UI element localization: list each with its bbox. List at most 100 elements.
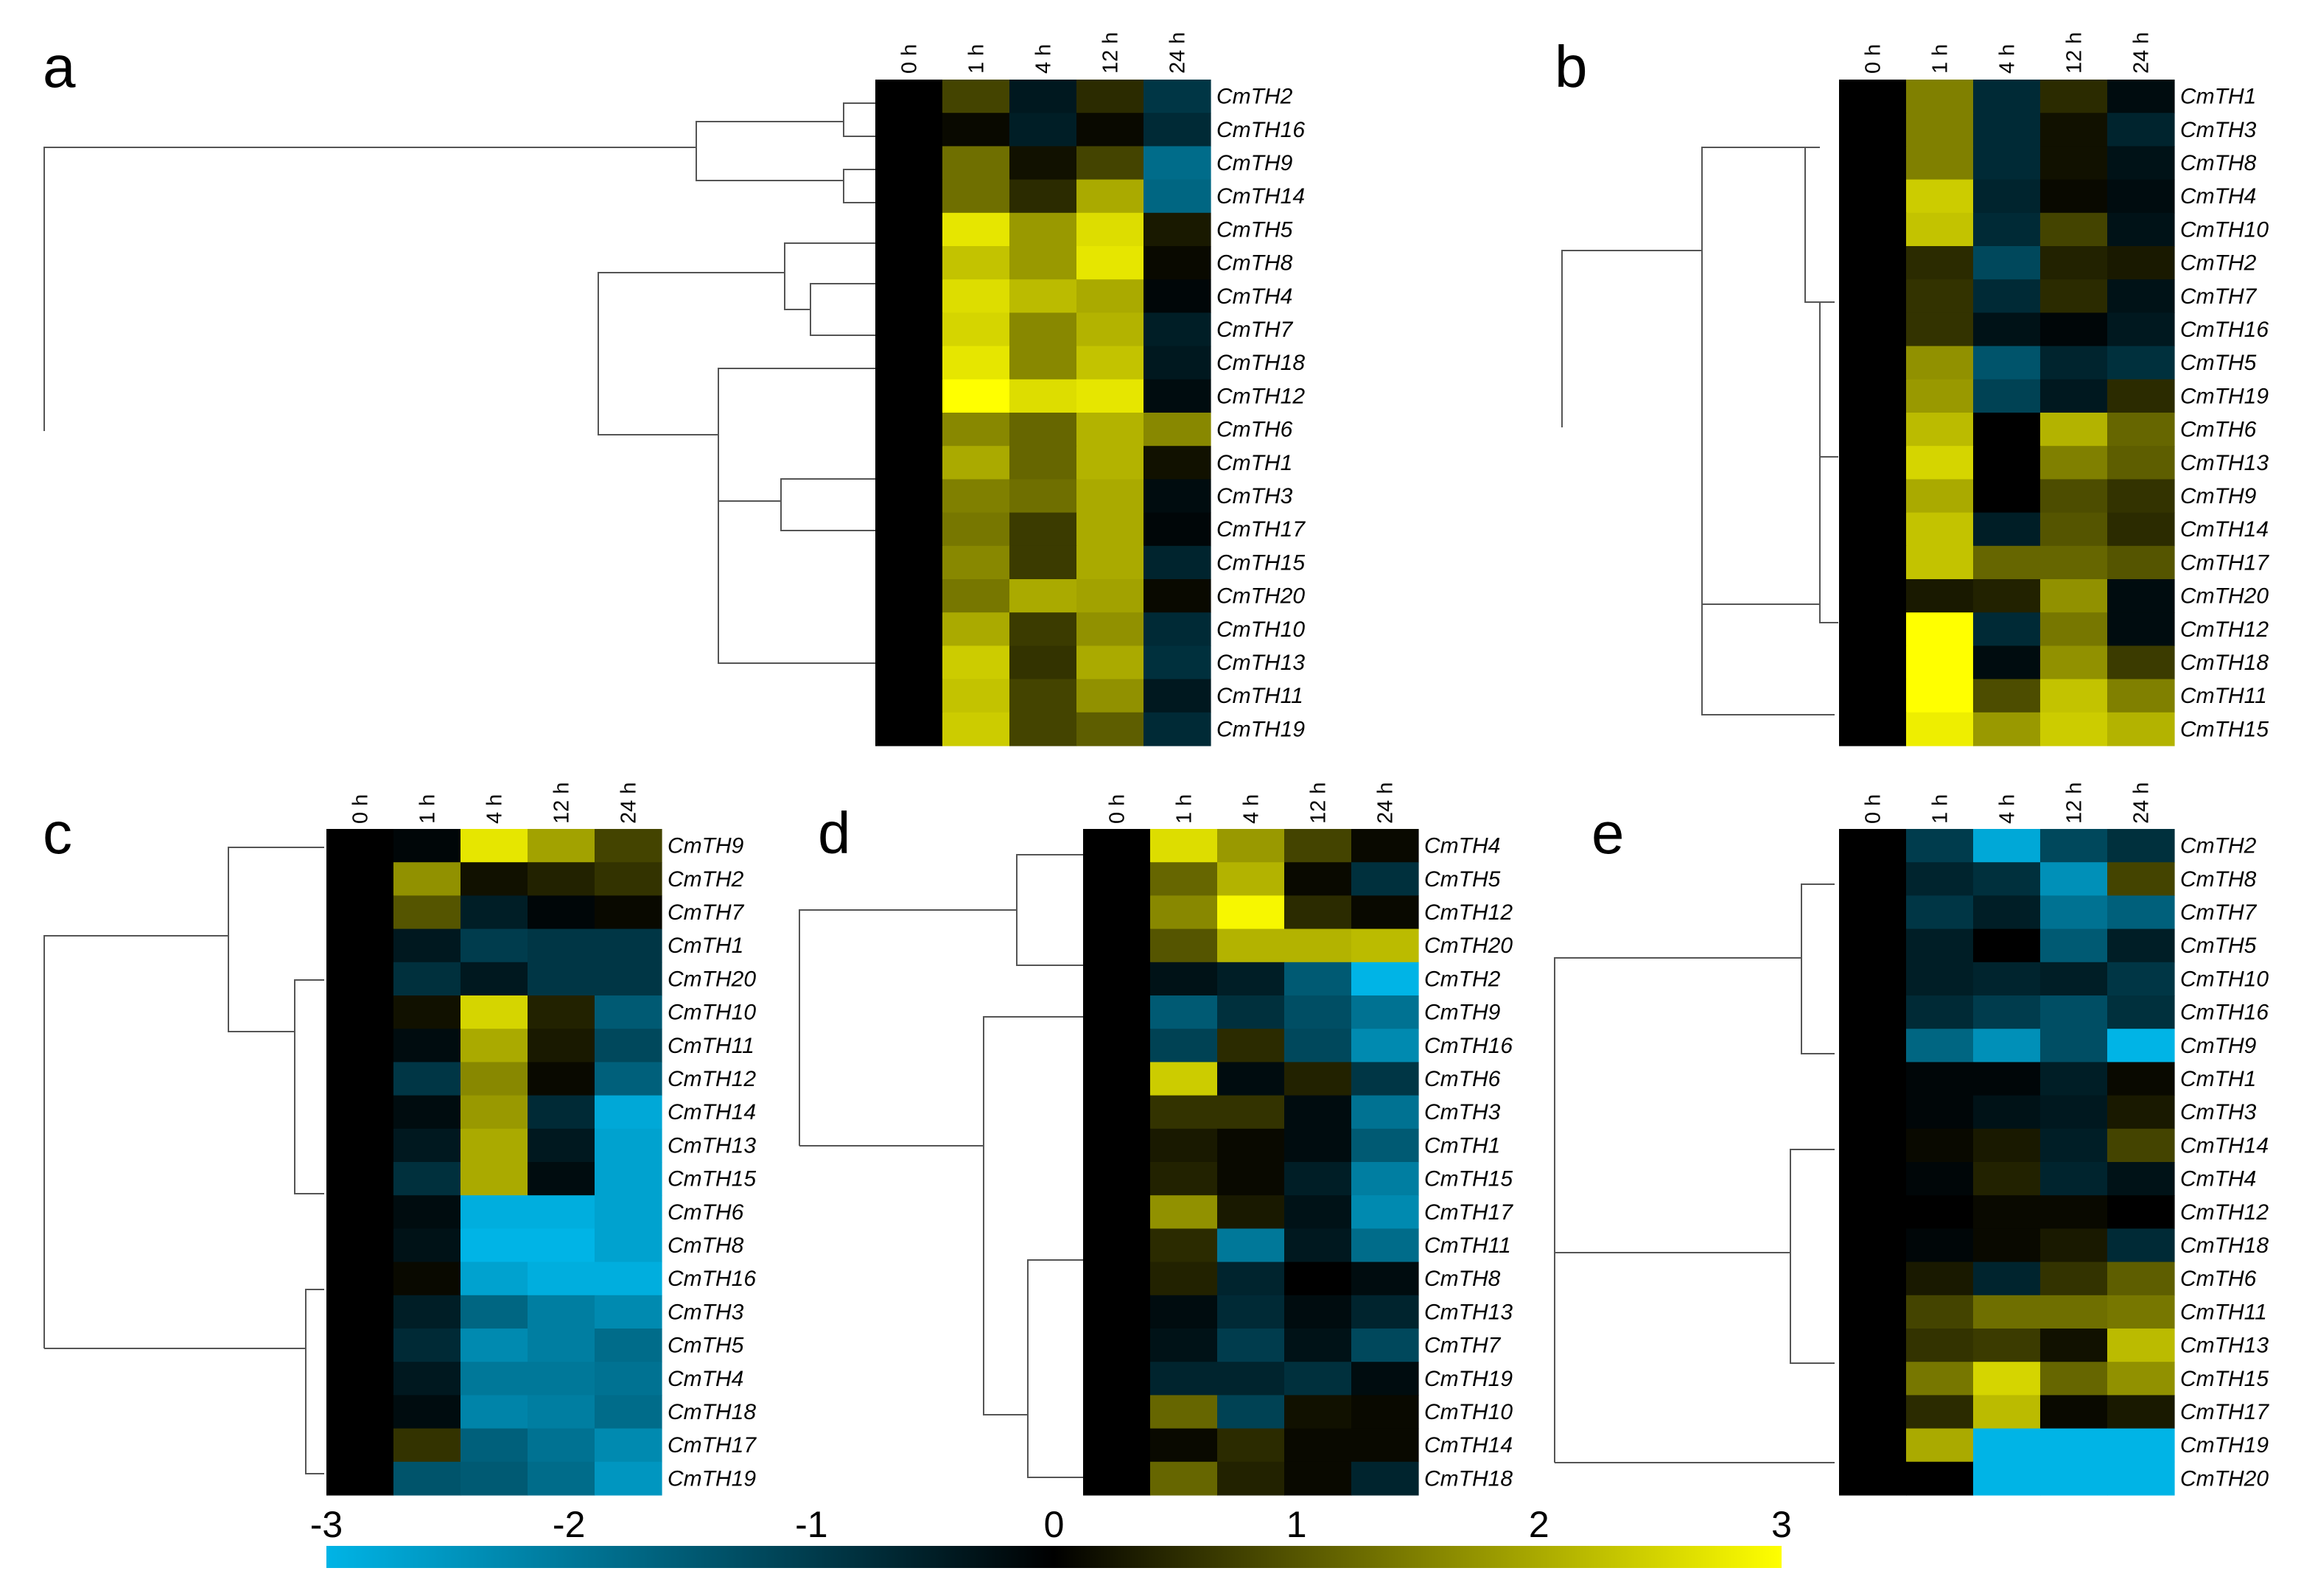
- row-label: CmTH1: [2180, 85, 2256, 109]
- heatmap-cell: [1144, 479, 1211, 514]
- heatmap-cell: [1083, 928, 1151, 963]
- heatmap-cell: [326, 1095, 394, 1130]
- heatmap-cell: [1150, 862, 1218, 896]
- heatmap-cell: [1906, 113, 1974, 147]
- heatmap-cell: [1284, 1162, 1352, 1196]
- heatmap-cell: [1973, 1095, 2041, 1130]
- heatmap-cell: [1906, 579, 1974, 613]
- heatmap-cell: [1906, 995, 1974, 1029]
- dendrogram: [799, 854, 1083, 1478]
- row-label: CmTH5: [2180, 351, 2257, 375]
- heatmap-cell: [1217, 1029, 1285, 1063]
- heatmap-cell: [1284, 1195, 1352, 1229]
- row-label: CmTH9: [1424, 1001, 1501, 1025]
- heatmap-cell: [2107, 545, 2175, 580]
- heatmap-cell: [875, 645, 943, 680]
- row-label: CmTH5: [1216, 217, 1293, 242]
- heatmap-cell: [1973, 212, 2041, 247]
- heatmap-cell: [1144, 679, 1211, 713]
- heatmap-cell: [595, 829, 662, 863]
- heatmap-cell: [1076, 512, 1144, 547]
- heatmap-cell: [1144, 179, 1211, 214]
- row-label: CmTH16: [668, 1267, 756, 1291]
- row-label: CmTH4: [668, 1367, 743, 1391]
- row-label: CmTH12: [2180, 617, 2269, 642]
- row-label: CmTH5: [2180, 934, 2257, 958]
- row-label: CmTH6: [1424, 1067, 1501, 1091]
- panel-letter: d: [818, 800, 851, 866]
- heatmap-cell: [595, 1261, 662, 1296]
- row-label: CmTH16: [1216, 118, 1305, 142]
- heatmap-cell: [1973, 962, 2041, 996]
- heatmap-cell: [1351, 1228, 1419, 1263]
- heatmap-cell: [1076, 279, 1144, 313]
- row-label: CmTH14: [1216, 184, 1305, 209]
- row-label: CmTH13: [1424, 1300, 1513, 1324]
- column-label: 12 h: [2063, 32, 2087, 74]
- heatmap-cell: [1083, 995, 1151, 1029]
- heatmap-cell: [1009, 246, 1077, 280]
- heatmap-cell: [1284, 1095, 1352, 1130]
- row-label: CmTH4: [1424, 834, 1500, 858]
- panel-c: c 0 h 1 h 4 h 12 h 24 h CmTH9 CmTH2 CmTH7 CmTH1…: [43, 783, 757, 1496]
- row-label: CmTH7: [1424, 1334, 1502, 1358]
- heatmap-cell: [2040, 1261, 2108, 1296]
- heatmap-cell: [2040, 1329, 2108, 1362]
- heatmap-cell: [2040, 679, 2108, 713]
- heatmap-cell: [1217, 1261, 1285, 1296]
- heatmap-cell: [1009, 379, 1077, 413]
- heatmap-cell: [1217, 928, 1285, 963]
- heatmap-cell: [528, 1261, 595, 1296]
- heatmap-cell: [1906, 1029, 1974, 1063]
- heatmap-cell: [460, 962, 528, 996]
- column-label: 4 h: [1032, 44, 1056, 74]
- heatmap-cell: [1284, 1461, 1352, 1496]
- heatmap-cell: [528, 1128, 595, 1163]
- row-label: CmTH14: [2180, 1133, 2269, 1158]
- heatmap-cell: [942, 545, 1010, 580]
- heatmap-cell: [1083, 1461, 1151, 1496]
- heatmap-cell: [1973, 1428, 2041, 1463]
- heatmap-cell: [2107, 146, 2175, 181]
- heatmap-cell: [528, 1461, 595, 1496]
- heatmap-cell: [1076, 80, 1144, 113]
- heatmap-cell: [1839, 962, 1907, 996]
- heatmap-cell: [1083, 1162, 1151, 1196]
- heatmap-cell: [1906, 279, 1974, 313]
- heatmap-cell: [326, 1162, 394, 1196]
- heatmap-cell: [1839, 1195, 1907, 1229]
- heatmap-cell: [1284, 1395, 1352, 1429]
- heatmap-cell: [393, 1162, 461, 1196]
- heatmap-cell: [2040, 645, 2108, 680]
- heatmap-cell: [2040, 113, 2108, 147]
- row-label: CmTH20: [1424, 934, 1513, 958]
- heatmap-cell: [1973, 829, 2041, 863]
- heatmap-cell: [1009, 712, 1077, 746]
- heatmap-cell: [1217, 1395, 1285, 1429]
- heatmap-cell: [1906, 1395, 1974, 1429]
- row-label: CmTH1: [1216, 451, 1292, 475]
- heatmap-cell: [1009, 579, 1077, 613]
- heatmap-cell: [326, 1362, 394, 1396]
- heatmap-cell: [1973, 712, 2041, 746]
- heatmap-cell: [393, 1461, 461, 1496]
- row-label: CmTH2: [2180, 251, 2257, 276]
- heatmap-cell: [595, 1162, 662, 1196]
- heatmap-cell: [1839, 479, 1907, 514]
- heatmap-cell: [528, 1062, 595, 1096]
- heatmap-cell: [1906, 1329, 1974, 1362]
- heatmap-cell: [1083, 1428, 1151, 1463]
- heatmap-cell: [1839, 512, 1907, 547]
- row-label: CmTH6: [1216, 418, 1293, 442]
- heatmap-cell: [1009, 413, 1077, 447]
- heatmap-cell: [1150, 1261, 1218, 1296]
- heatmap-cell: [2040, 146, 2108, 181]
- heatmap-cell: [460, 995, 528, 1029]
- row-label: CmTH11: [1424, 1233, 1511, 1258]
- heatmap-cell: [1217, 1062, 1285, 1096]
- row-label: CmTH17: [668, 1433, 757, 1457]
- heatmap-cell: [942, 446, 1010, 480]
- heatmap-cell: [1839, 113, 1907, 147]
- heatmap-cell: [942, 80, 1010, 113]
- row-label: CmTH8: [2180, 867, 2257, 892]
